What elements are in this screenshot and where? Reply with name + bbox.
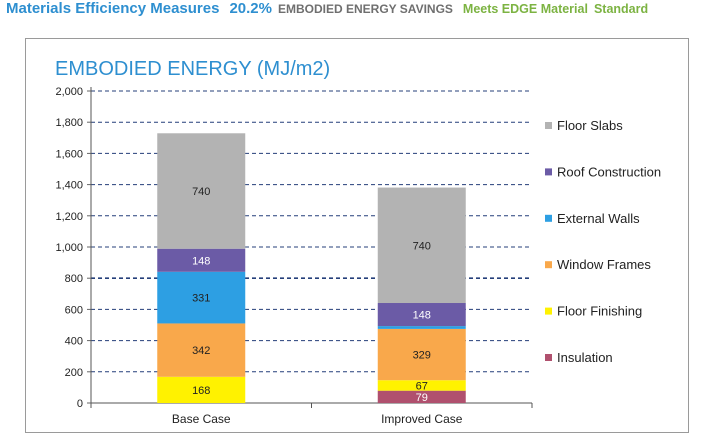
- bar-external-walls: [377, 326, 466, 329]
- data-label: 148: [413, 310, 431, 322]
- bar-roof-construction: [157, 248, 246, 272]
- legend-swatch: [545, 168, 552, 176]
- y-tick-label: 1,200: [55, 211, 83, 223]
- legend-swatch: [545, 354, 552, 361]
- y-tick-label: 1,000: [55, 242, 83, 254]
- legend-label: Roof Construction: [557, 164, 661, 179]
- y-tick-label: 1,800: [55, 117, 83, 129]
- data-label: 168: [192, 385, 210, 397]
- legend-swatch: [545, 261, 552, 269]
- savings-label: EMBODIED ENERGY SAVINGS: [277, 2, 453, 16]
- data-label: 67: [416, 380, 428, 392]
- bar-window-frames: [157, 323, 246, 377]
- x-category-label: Improved Case: [381, 412, 463, 426]
- legend-swatch: [545, 122, 552, 129]
- data-label: 342: [192, 345, 210, 357]
- data-label: 329: [413, 350, 431, 362]
- savings-percentage: 20.2%: [229, 0, 272, 17]
- chart-frame: EMBODIED ENERGY (MJ/m2) 0 200 400 600 800 1,00…: [25, 38, 689, 433]
- y-tick-label: 800: [65, 273, 83, 285]
- chart-title: EMBODIED ENERGY (MJ/m2): [55, 58, 330, 80]
- y-tick-label: 600: [65, 304, 83, 316]
- bar-insulation: [377, 390, 466, 403]
- y-tick-label: 0: [77, 398, 83, 410]
- legend-label: Floor Slabs: [557, 118, 623, 133]
- page-header: Materials Efficiency Measures 20.2% EMBO…: [6, 0, 702, 22]
- header-title: Materials Efficiency Measures: [6, 0, 220, 17]
- data-label: 740: [192, 186, 210, 198]
- bar-floor-finishing: [157, 376, 246, 403]
- standard-label: Standard: [593, 2, 649, 16]
- bar-roof-construction: [377, 303, 466, 327]
- y-tick-label: 400: [65, 336, 83, 348]
- bar-floor-slabs: [157, 133, 246, 249]
- edge-label: Meets EDGE Material: [462, 2, 588, 16]
- legend-label: Floor Finishing: [557, 304, 642, 319]
- legend-swatch: [545, 214, 552, 222]
- data-label: 79: [416, 392, 428, 404]
- y-tick-label: 2,000: [55, 86, 83, 98]
- bar-external-walls: [157, 271, 246, 324]
- y-tick-label: 1,400: [55, 180, 83, 192]
- data-label: 740: [413, 240, 431, 252]
- bar-window-frames: [377, 328, 466, 381]
- x-category-label: Base Case: [172, 412, 231, 426]
- bar-floor-finishing: [377, 380, 466, 391]
- bar-floor-slabs: [377, 187, 466, 304]
- data-label: 148: [192, 255, 210, 267]
- y-tick-label: 200: [65, 367, 83, 379]
- stacked-bar-chart: EMBODIED ENERGY (MJ/m2) 0 200 400 600 800 1,00…: [55, 58, 661, 426]
- legend-label: Window Frames: [557, 257, 651, 272]
- legend-label: External Walls: [557, 211, 640, 226]
- legend-swatch: [545, 307, 552, 315]
- legend-label: Insulation: [557, 350, 613, 365]
- data-label: 331: [192, 293, 210, 305]
- y-tick-label: 1,600: [55, 148, 83, 160]
